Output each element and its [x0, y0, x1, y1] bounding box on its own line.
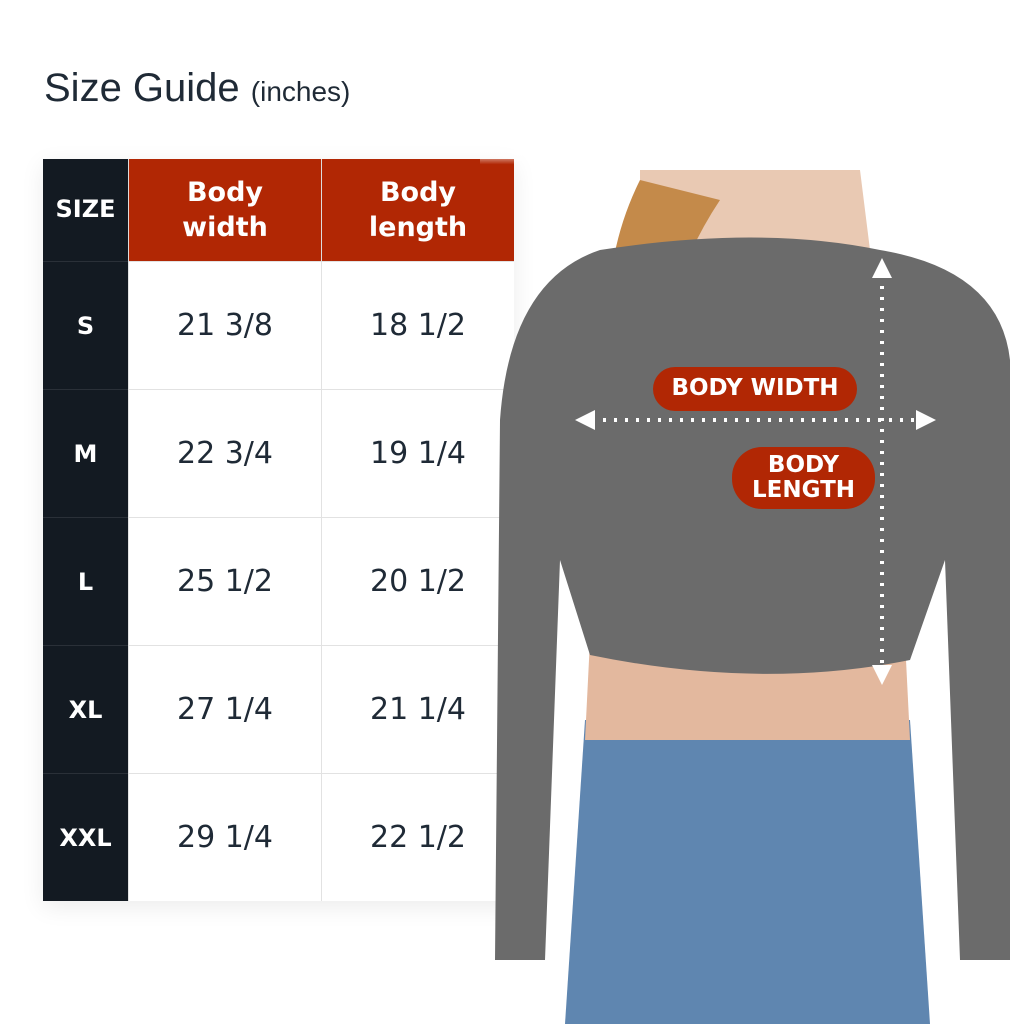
size-cell: L	[43, 517, 129, 646]
length-cell: 20 1/2	[321, 517, 514, 646]
size-cell: S	[43, 261, 129, 390]
page-title: Size Guide (inches)	[44, 66, 350, 111]
table-row: M 22 3/4 19 1/4	[43, 389, 514, 518]
body-length-line1: BODY	[767, 451, 840, 478]
width-cell: 29 1/4	[128, 773, 322, 901]
size-cell: XL	[43, 645, 129, 774]
size-table: SIZE Body width Body length S 21 3/8 18 1/…	[43, 159, 514, 901]
arrow-up-icon	[872, 258, 892, 278]
title-unit: (inches)	[250, 76, 351, 107]
table-row: L 25 1/2 20 1/2	[43, 517, 514, 646]
model-photo	[480, 150, 1024, 1024]
title-text: Size Guide	[44, 66, 240, 110]
header-body-width: Body width	[128, 159, 322, 262]
width-cell: 21 3/8	[128, 261, 322, 390]
table-header: SIZE Body width Body length	[43, 159, 514, 262]
width-cell: 25 1/2	[128, 517, 322, 646]
length-cell: 19 1/4	[321, 389, 514, 518]
body-length-label: BODY LENGTH	[732, 447, 875, 509]
size-cell: XXL	[43, 773, 129, 901]
table-row: S 21 3/8 18 1/2	[43, 261, 514, 390]
table-row: XXL 29 1/4 22 1/2	[43, 773, 514, 901]
jeans	[565, 720, 930, 1024]
length-cell: 22 1/2	[321, 773, 514, 901]
length-cell: 21 1/4	[321, 645, 514, 774]
width-cell: 27 1/4	[128, 645, 322, 774]
arrow-down-icon	[872, 665, 892, 685]
width-cell: 22 3/4	[128, 389, 322, 518]
length-cell: 18 1/2	[321, 261, 514, 390]
header-size: SIZE	[43, 159, 129, 262]
table-row: XL 27 1/4 21 1/4	[43, 645, 514, 774]
arrow-right-icon	[916, 410, 936, 430]
body-length-line2: LENGTH	[751, 477, 856, 503]
arrow-left-icon	[575, 410, 595, 430]
size-cell: M	[43, 389, 129, 518]
body-width-label: BODY WIDTH	[653, 367, 857, 411]
